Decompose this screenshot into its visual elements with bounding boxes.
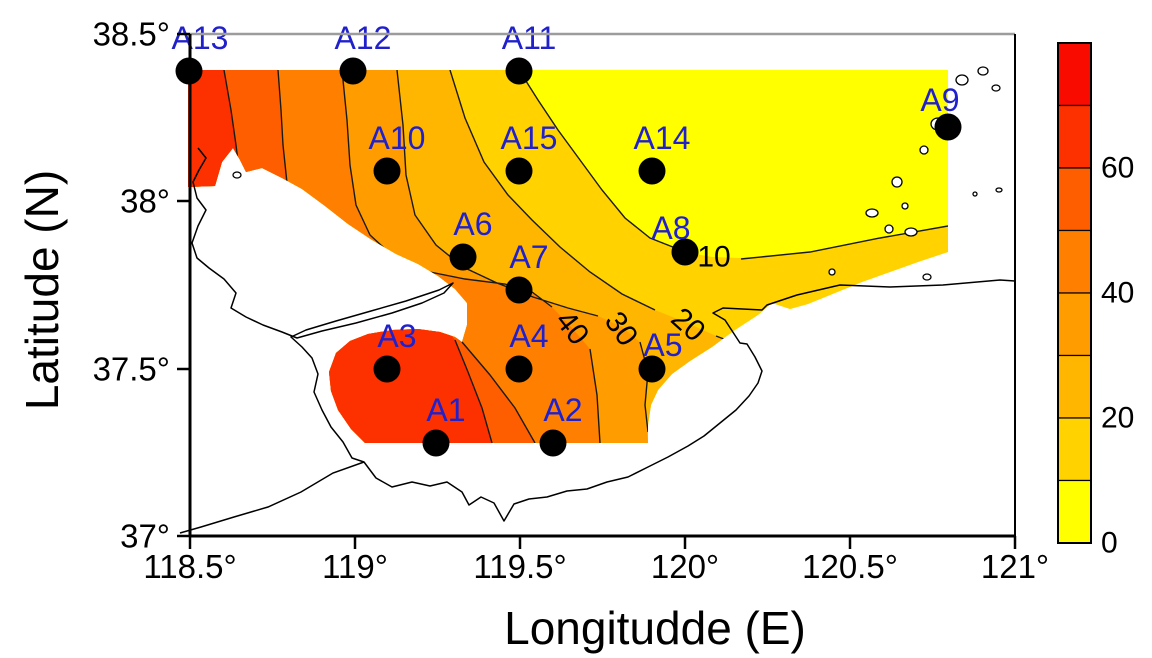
colorbar-segments (1057, 42, 1092, 544)
island (955, 74, 969, 86)
station-dot-a15 (505, 157, 533, 185)
station-label-a15: A15 (501, 120, 558, 156)
island (828, 268, 836, 276)
island (919, 145, 929, 155)
x-tick-label: 120° (651, 548, 719, 585)
x-tick-label: 119° (322, 548, 388, 585)
colorbar-tick-labels: 60 40 20 0 (1101, 152, 1134, 560)
colorbar-segment-60-70 (1057, 104, 1092, 169)
colorbar-segment-70-80 (1057, 42, 1092, 107)
colorbar-tick-label: 0 (1101, 527, 1118, 560)
station-dot-a10 (373, 157, 401, 185)
coastline-southwest (179, 461, 365, 534)
contour-label-10: 10 (697, 241, 730, 274)
island (904, 227, 918, 237)
x-tick-label: 119.5° (473, 548, 566, 585)
station-dot-a5 (638, 355, 666, 383)
island (995, 187, 1003, 193)
station-label-a5: A5 (643, 327, 682, 363)
station-dot-a9 (934, 113, 962, 141)
station-label-a14: A14 (634, 120, 691, 156)
coastline-group (179, 147, 1016, 534)
island (865, 208, 879, 218)
station-label-a10: A10 (369, 120, 426, 156)
island (232, 171, 242, 179)
station-label-a7: A7 (509, 239, 548, 275)
station-label-a9: A9 (920, 82, 959, 118)
station-dot-a6 (449, 243, 477, 271)
y-tick-label: 38.5° (93, 16, 170, 53)
x-ticks-group: 118.5° 119° 119.5° 120° 120.5° 121° (143, 536, 1049, 585)
colorbar-segment-50-60 (1057, 167, 1092, 232)
station-label-a4: A4 (509, 318, 548, 354)
island (991, 84, 1001, 92)
island (891, 176, 903, 188)
station-dot-a1 (422, 429, 450, 457)
y-ticks-group: 37° 37.5° 38° 38.5° (93, 16, 190, 555)
station-dot-a4 (505, 355, 533, 383)
islands-group (232, 66, 1003, 281)
x-axis-title: Longitudde (E) (504, 602, 806, 654)
y-tick-label: 37.5° (93, 351, 170, 388)
colorbar-segment-10-20 (1057, 417, 1092, 482)
island (922, 273, 932, 281)
stations-group: A1 A2 A3 A4 A5 A6 A7 A8 A9 A10 A11 A12 A13 A14 A15 (172, 20, 962, 457)
colorbar-tick-label: 20 (1101, 402, 1134, 435)
colorbar-tick-label: 40 (1101, 277, 1134, 310)
station-dot-a12 (339, 57, 367, 85)
y-tick-label: 38° (120, 183, 170, 220)
station-dot-a2 (539, 429, 567, 457)
station-label-a6: A6 (453, 206, 492, 242)
station-label-a13: A13 (172, 20, 229, 56)
station-label-a1: A1 (426, 392, 465, 428)
coastline-main (191, 147, 1016, 522)
station-label-a2: A2 (543, 392, 582, 428)
station-label-a8: A8 (651, 210, 690, 246)
station-dot-a11 (505, 57, 533, 85)
y-tick-label: 37° (120, 518, 170, 555)
island (977, 66, 989, 76)
colorbar-segment-0-10 (1057, 479, 1092, 544)
colorbar-segment-20-30 (1057, 354, 1092, 419)
x-tick-label: 118.5° (143, 548, 236, 585)
island (972, 191, 978, 197)
station-dot-a14 (638, 157, 666, 185)
colorbar-segment-40-50 (1057, 229, 1092, 294)
island (901, 202, 909, 210)
colorbar-segment-30-40 (1057, 292, 1092, 357)
station-label-a12: A12 (335, 20, 392, 56)
station-label-a3: A3 (377, 318, 416, 354)
axes-group: 118.5° 119° 119.5° 120° 120.5° 121° 37°37.5°3… (16, 16, 1049, 655)
colorbar-outline (1057, 42, 1092, 544)
station-dot-a8 (671, 238, 699, 266)
x-tick-label: 121° (981, 548, 1049, 585)
colorbar-tick-label: 60 (1101, 152, 1134, 185)
island (884, 224, 894, 234)
colorbar: 60 40 20 0 (1057, 42, 1134, 560)
y-axis-title: Latitude (N) (16, 170, 68, 410)
station-dot-a7 (505, 276, 533, 304)
station-dot-a3 (373, 355, 401, 383)
station-label-a11: A11 (502, 20, 557, 56)
x-tick-label: 120.5° (802, 548, 898, 585)
